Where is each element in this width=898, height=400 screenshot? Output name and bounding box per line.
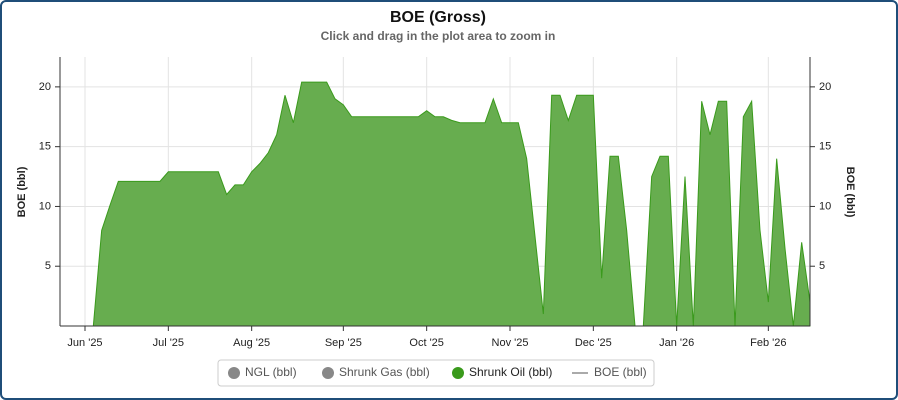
x-tick-label: Feb '26 [750,337,786,349]
chart-subtitle: Click and drag in the plot area to zoom … [321,29,556,43]
x-tick-label: Jun '25 [67,337,102,349]
legend-item[interactable]: Shrunk Gas (bbl) [339,365,430,379]
y-tick-label: 10 [39,200,51,212]
y2-tick-label: 20 [819,81,831,93]
legend-item[interactable]: NGL (bbl) [245,365,297,379]
x-tick-label: Dec '25 [575,337,612,349]
legend-marker [322,367,334,379]
area-series [68,81,811,327]
y2-axis-title: BOE (bbl) [844,167,856,218]
legend-marker [452,367,464,379]
y-axis-title: BOE (bbl) [16,166,28,217]
x-tick-label: Jul '25 [153,337,184,349]
y2-tick-label: 10 [819,200,831,212]
x-tick-label: Aug '25 [233,337,270,349]
x-tick-label: Jan '26 [659,337,694,349]
legend-box [217,359,655,387]
y-tick-label: 20 [39,81,51,93]
x-tick-label: Nov '25 [492,337,529,349]
legend-item[interactable]: Shrunk Oil (bbl) [469,365,552,379]
legend-marker [228,367,240,379]
x-tick-label: Sep '25 [325,337,362,349]
y-tick-label: 15 [39,141,51,153]
y2-tick-label: 5 [819,260,825,272]
chart-title: BOE (Gross) [390,9,486,26]
y-tick-label: 5 [45,260,51,272]
y2-tick-label: 15 [819,141,831,153]
x-tick-label: Oct '25 [409,337,444,349]
legend-item[interactable]: BOE (bbl) [594,365,647,379]
